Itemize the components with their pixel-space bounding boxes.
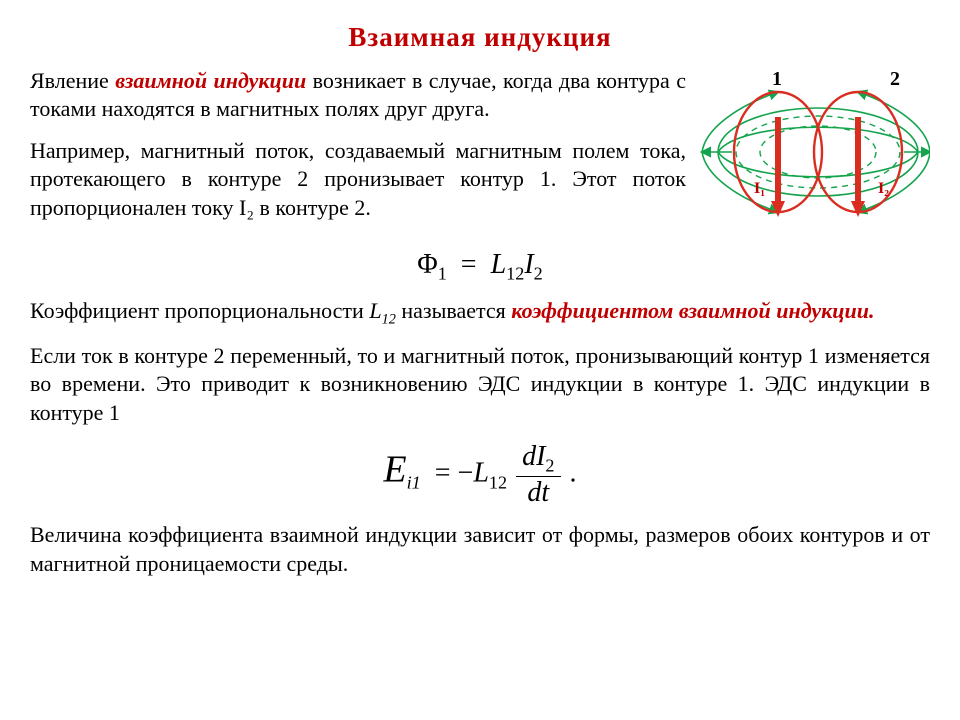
fig-label-I1: I₁	[754, 180, 765, 197]
page-title: Взаимная индукция	[30, 22, 930, 53]
equation-flux: Φ1 = L12I2	[30, 249, 930, 285]
eq1-lhs: Φ1	[417, 249, 447, 280]
paragraph-2: Например, магнитный поток, создаваемый м…	[30, 137, 686, 221]
paragraph-3: Коэффициент пропорциональности L12 назыв…	[30, 297, 930, 329]
equation-emf: Ei1 = −L12 dI2 dt .	[30, 441, 930, 510]
coils-diagram-icon: 1 2 I₁ I₂	[700, 67, 930, 237]
intro-row: Явление взаимной индукции возникает в сл…	[30, 67, 930, 243]
figure-mutual-inductance: 1 2 I₁ I₂	[700, 67, 930, 243]
fig-label-I2: I₂	[878, 180, 889, 197]
eq2-emf-symbol: E	[383, 448, 406, 490]
fig-label-2: 2	[890, 68, 900, 90]
p3-pre: Коэффициент пропорциональности L12 назыв…	[30, 298, 511, 323]
paragraph-5: Величина коэффициента взаимной индукции …	[30, 521, 930, 577]
fig-label-1: 1	[772, 68, 782, 90]
paragraph-4: Если ток в контуре 2 переменный, то и ма…	[30, 342, 930, 426]
intro-text-column: Явление взаимной индукции возникает в сл…	[30, 67, 686, 236]
eq2-fraction: dI2 dt	[516, 441, 560, 510]
p3-term: коэффициентом взаимной индукции.	[511, 298, 874, 323]
page: Взаимная индукция Явление взаимной индук…	[0, 0, 960, 578]
p1-term: взаимной индукции	[115, 68, 306, 93]
paragraph-1: Явление взаимной индукции возникает в сл…	[30, 67, 686, 123]
p1-pre: Явление	[30, 68, 115, 93]
eq1-rhs: L12I2	[491, 249, 543, 280]
